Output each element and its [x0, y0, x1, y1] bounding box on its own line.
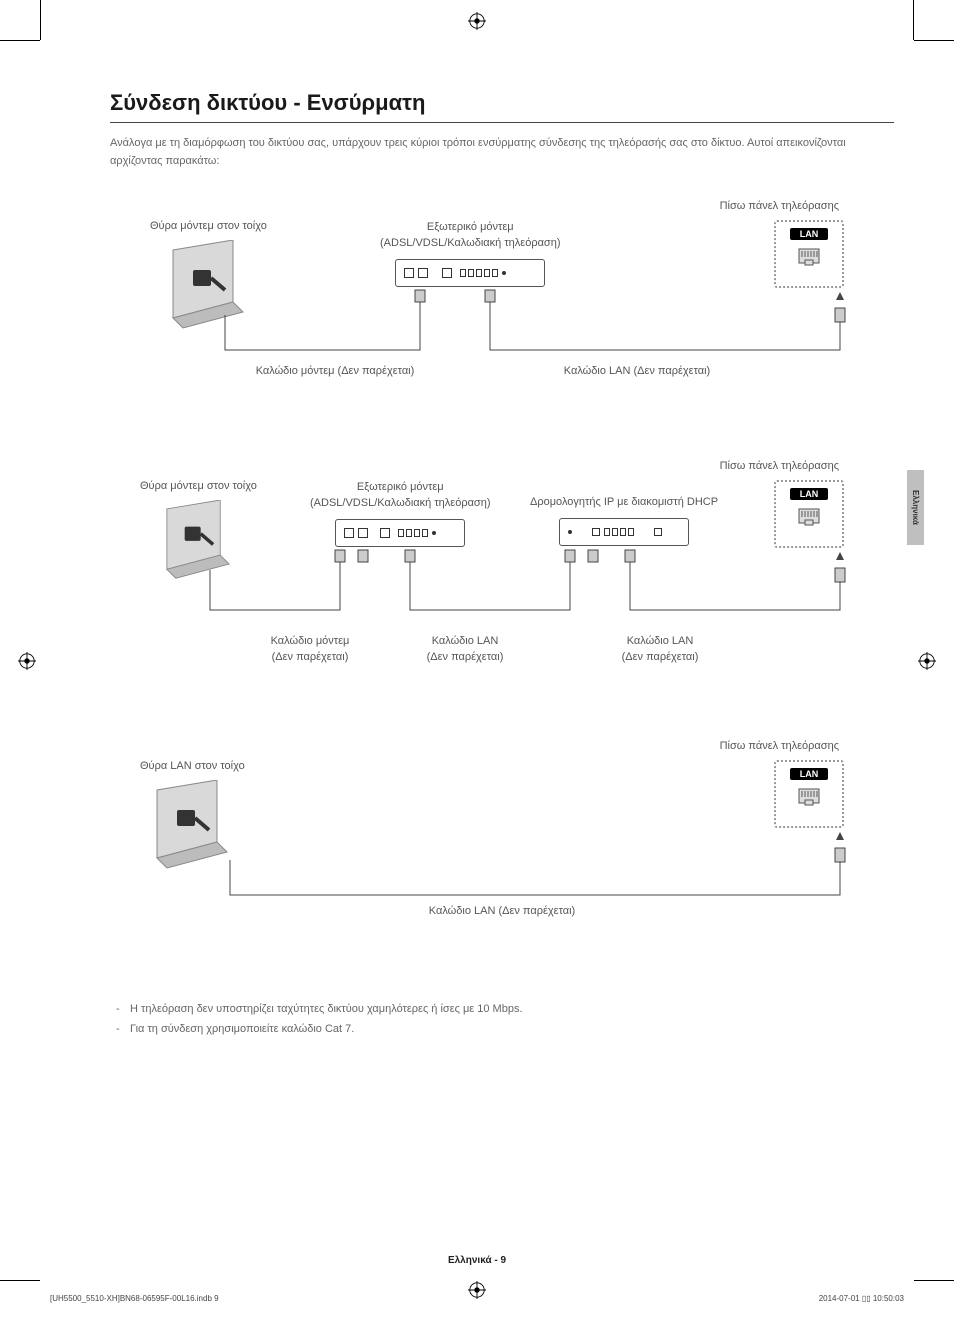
modem-sub: (ADSL/VDSL/Καλωδιακή τηλεόραση): [310, 496, 491, 511]
wall-port-label: Θύρα μόντεμ στον τοίχο: [140, 480, 257, 492]
diagram-modem-router: Πίσω πάνελ τηλεόρασης Θύρα μόντεμ στον τ…: [110, 460, 894, 680]
cable-label: Καλώδιο LAN (Δεν παρέχεται): [110, 904, 894, 919]
modem-icon: [395, 259, 545, 287]
tv-panel-label: Πίσω πάνελ τηλεόρασης: [110, 200, 894, 212]
rj45-icon: [798, 788, 820, 806]
note-item: Η τηλεόραση δεν υποστηρίζει ταχύτητες δι…: [110, 1000, 894, 1020]
modem-title: Εξωτερικό μόντεμ: [380, 220, 561, 235]
modem-label: Εξωτερικό μόντεμ (ADSL/VDSL/Καλωδιακή τη…: [380, 220, 561, 251]
cable-label: Καλώδιο μόντεμ (Δεν παρέχεται): [110, 364, 440, 379]
page-title: Σύνδεση δικτύου - Ενσύρματη: [110, 90, 894, 123]
language-tab: Ελληνικά: [907, 470, 924, 545]
tv-panel-label: Πίσω πάνελ τηλεόρασης: [110, 460, 894, 472]
footer-filename: [UH5500_5510-XH]BN68-06595F-00L16.indb 9: [50, 1294, 219, 1303]
footer-timestamp: 2014-07-01 ▯▯ 10:50:03: [819, 1294, 904, 1303]
wall-port-label: Θύρα μόντεμ στον τοίχο: [150, 220, 267, 232]
cable-label: Καλώδιο LAN (Δεν παρέχεται): [550, 634, 770, 665]
crop-mark: [914, 40, 954, 41]
diagram-lan-direct: Πίσω πάνελ τηλεόρασης Θύρα LAN στον τοίχ…: [110, 740, 894, 940]
tv-panel-label: Πίσω πάνελ τηλεόρασης: [110, 740, 894, 752]
crop-mark: [0, 1280, 40, 1281]
router-label: Δρομολογητής IP με διακομιστή DHCP: [530, 480, 718, 510]
lan-badge: LAN: [790, 768, 829, 780]
wall-port-icon: [163, 240, 253, 330]
crop-mark: [40, 0, 41, 40]
tv-panel-icon: LAN: [774, 760, 844, 828]
tv-panel-icon: LAN: [774, 220, 844, 288]
rj45-icon: [798, 248, 820, 266]
crop-mark: [914, 1280, 954, 1281]
lan-badge: LAN: [790, 488, 829, 500]
crop-mark: [913, 0, 914, 40]
diagram-modem-direct: Πίσω πάνελ τηλεόρασης Θύρα μόντεμ στον τ…: [110, 200, 894, 400]
cable-label: Καλώδιο LAN (Δεν παρέχεται): [440, 364, 774, 379]
modem-label: Εξωτερικό μόντεμ (ADSL/VDSL/Καλωδιακή τη…: [310, 480, 491, 511]
wall-port-icon: [158, 500, 238, 580]
modem-sub: (ADSL/VDSL/Καλωδιακή τηλεόραση): [380, 236, 561, 251]
registration-icon: [468, 1281, 486, 1299]
page-footer: Ελληνικά - 9: [0, 1255, 954, 1266]
registration-icon: [18, 652, 36, 670]
tv-panel-icon: LAN: [774, 480, 844, 548]
cable-label: Καλώδιο μόντεμ (Δεν παρέχεται): [240, 634, 380, 665]
modem-title: Εξωτερικό μόντεμ: [310, 480, 491, 495]
wall-port-label: Θύρα LAN στον τοίχο: [140, 760, 245, 772]
modem-icon: [335, 519, 465, 547]
note-item: Για τη σύνδεση χρησιμοποιείτε καλώδιο Ca…: [110, 1020, 894, 1040]
registration-icon: [468, 12, 486, 30]
cable-label: Καλώδιο LAN (Δεν παρέχεται): [380, 634, 550, 665]
router-icon: [559, 518, 689, 546]
crop-mark: [0, 40, 40, 41]
intro-text: Ανάλογα με τη διαμόρφωση του δικτύου σας…: [110, 135, 894, 170]
wall-port-icon: [142, 780, 242, 870]
router-title: Δρομολογητής IP με διακομιστή DHCP: [530, 495, 718, 510]
lan-badge: LAN: [790, 228, 829, 240]
rj45-icon: [798, 508, 820, 526]
registration-icon: [918, 652, 936, 670]
notes-list: Η τηλεόραση δεν υποστηρίζει ταχύτητες δι…: [110, 1000, 894, 1040]
